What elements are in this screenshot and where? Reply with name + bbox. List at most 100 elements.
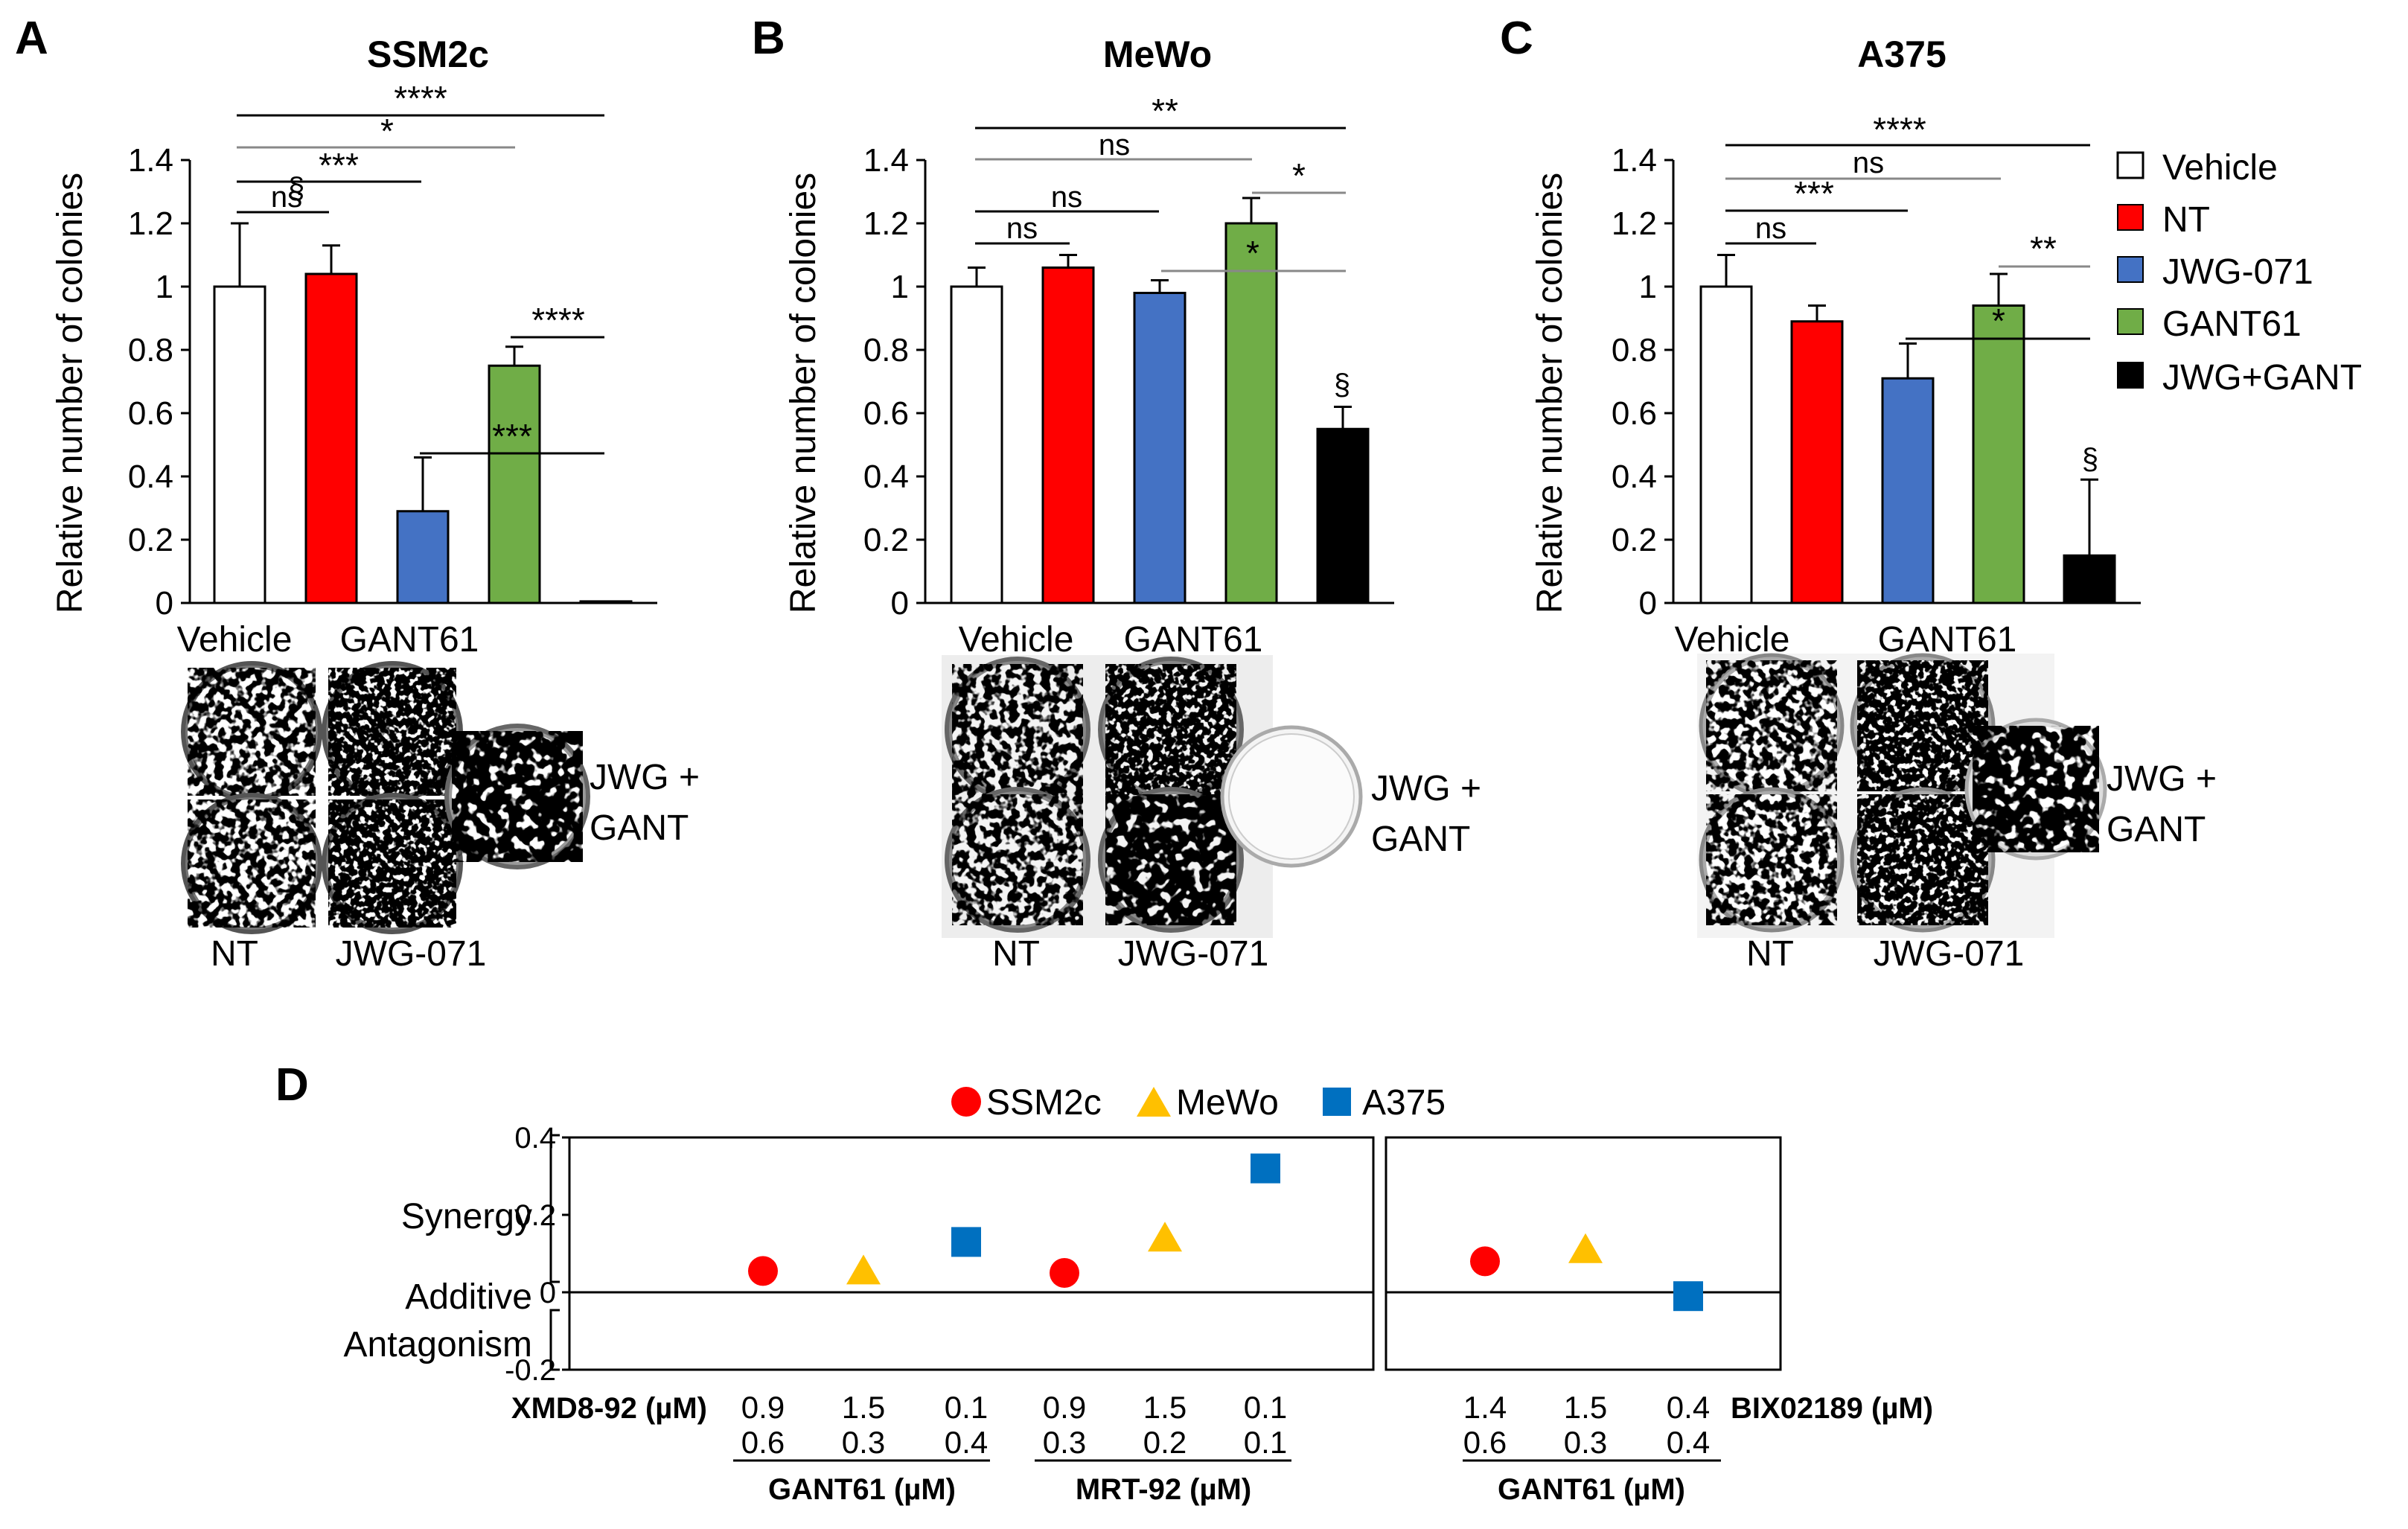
- panel-d-row2-value: 0.6: [1463, 1425, 1507, 1460]
- panel-a-y-tick-label: 1.2: [128, 205, 173, 242]
- panel-d-point-mewo: [1148, 1222, 1182, 1252]
- panel-b-bars: [950, 222, 1370, 604]
- panel-a-sig-6: ***: [492, 417, 532, 456]
- legend-label-jwg071: JWG-071: [2162, 252, 2313, 292]
- panel-d-point-mewo: [846, 1254, 881, 1285]
- legend-swatch-gant61: [2117, 308, 2144, 335]
- panel-c-label-jwg-gant-2: GANT: [2107, 810, 2206, 849]
- panel-d-gant61-label-right: GANT61 (µM): [1498, 1473, 1685, 1506]
- panel-b-sig-1: **: [1152, 92, 1178, 130]
- panel-a-y-tick-label: 0.6: [128, 395, 173, 432]
- panel-d-row1-value: 0.4: [1667, 1390, 1710, 1425]
- panel-a-bar-nt: [304, 272, 358, 604]
- panel-b-bar-vehicle: [950, 285, 1003, 604]
- panel-d-label-antagonism: Antagonism: [344, 1325, 532, 1364]
- panel-c-y-tick-label: 0.2: [1612, 522, 1657, 558]
- panel-a-letter: A: [15, 13, 48, 64]
- panel-d-mrt92-label: MRT-92 (µM): [1076, 1473, 1251, 1506]
- panel-c-bar-jwg-gant: [2063, 554, 2116, 604]
- panel-a-colony-plates: [181, 661, 590, 934]
- panel-d-letter: D: [275, 1059, 309, 1111]
- panel-d-row2-value: 0.3: [1043, 1425, 1086, 1460]
- panel-d-y-tick-label: 0: [540, 1277, 556, 1309]
- legend-treatments: Vehicle NT JWG-071 GANT61 JWG+GANT: [2116, 148, 2362, 398]
- panel-d-row1-value: 0.1: [1244, 1390, 1287, 1425]
- panel-c-sig-6: *: [1992, 301, 2005, 340]
- panel-d-legend: SSM2c MeWo A375: [951, 1083, 1446, 1123]
- panel-a-y-axis-label: Relative number of colonies: [51, 173, 90, 613]
- panel-d-gant61-label-left: GANT61 (µM): [768, 1473, 956, 1506]
- panel-c: C A375 Relative number of colonies 00.20…: [1500, 13, 2217, 974]
- panel-c-y-ticks: 0 0.2 0.4 0.6 0.8 1 1.2 1.4: [1612, 142, 1673, 622]
- panel-d-point-a375: [951, 1227, 981, 1257]
- panel-b-label-nt: NT: [992, 934, 1040, 974]
- panel-d-row1-value: 0.9: [741, 1390, 785, 1425]
- panel-c-y-tick-label: 1.2: [1612, 205, 1657, 242]
- panel-d-row1-value: 1.5: [1143, 1390, 1187, 1425]
- panel-b: B MeWo Relative number of colonies 00.20…: [752, 13, 1481, 974]
- panel-c-error-bars: [1717, 254, 2098, 556]
- panel-a-bar-gant61: [488, 364, 541, 604]
- panel-b-colony-plates: [945, 657, 1363, 933]
- panel-a-sig-section: §: [288, 172, 304, 205]
- panel-d-xmd8-label: XMD8-92 (µM): [511, 1392, 707, 1425]
- panel-b-y-tick-label: 1.4: [863, 142, 909, 179]
- panel-a: A SSM2c Relative number of colonies 0 0.2…: [15, 13, 700, 974]
- panel-c-sig-4: ns: [1755, 212, 1786, 245]
- panel-c-y-tick-label: 0.6: [1612, 395, 1657, 432]
- panel-c-sig-section: §: [2082, 443, 2098, 476]
- panel-a-bar-jwg-071: [396, 510, 450, 604]
- legend-label-gant61: GANT61: [2162, 304, 2302, 344]
- panel-d-row2-value: 0.3: [842, 1425, 885, 1460]
- panel-c-y-tick-label: 0.8: [1612, 332, 1657, 368]
- panel-d-point-ssm2c: [1050, 1258, 1079, 1288]
- panel-c-bar-jwg-071: [1881, 377, 1935, 604]
- panel-d-label-additive: Additive: [405, 1277, 532, 1317]
- legend-label-vehicle: Vehicle: [2162, 148, 2278, 188]
- panel-c-y-tick-label: 0.4: [1612, 459, 1657, 495]
- panel-b-sig-2: ns: [1099, 129, 1130, 162]
- panel-a-sig-2: *: [380, 112, 394, 150]
- panel-b-letter: B: [752, 13, 785, 64]
- panel-b-bar-jwg-071: [1133, 292, 1187, 604]
- panel-b-bar-jwg-gant: [1316, 427, 1370, 604]
- panel-b-sig-6: *: [1246, 234, 1259, 272]
- panel-d-row1-value: 1.5: [1564, 1390, 1607, 1425]
- panel-d-row2-value: 0.4: [1667, 1425, 1710, 1460]
- panel-c-bar-vehicle: [1699, 285, 1753, 604]
- panel-b-y-tick-label: 0: [891, 585, 909, 622]
- legend-label-a375: A375: [1362, 1083, 1446, 1123]
- panel-a-y-tick-label: 0.4: [128, 459, 173, 495]
- panel-a-y-tick-label: 1.4: [128, 142, 173, 179]
- panel-a-sig-3: ***: [319, 146, 359, 185]
- panel-c-label-jwg071: JWG-071: [1874, 934, 2025, 974]
- panel-a-label-gant61: GANT61: [340, 620, 479, 660]
- panel-d-point-a375: [1673, 1281, 1703, 1312]
- panel-c-sig-1: ****: [1873, 110, 1926, 149]
- panel-b-label-gant61: GANT61: [1124, 620, 1263, 660]
- panel-a-y-tick-label: 1: [156, 269, 173, 305]
- panel-c-label-vehicle: Vehicle: [1675, 620, 1790, 660]
- panel-a-label-nt: NT: [211, 934, 258, 974]
- panel-d-label-synergy: Synergy: [401, 1197, 532, 1236]
- panel-d-row2-value: 0.2: [1143, 1425, 1187, 1460]
- panel-d-row2-value: 0.3: [1564, 1425, 1607, 1460]
- panel-a-y-tick-label: 0.2: [128, 522, 173, 558]
- panel-c-y-tick-label: 1.4: [1612, 142, 1657, 179]
- panel-d-row1-value: 1.4: [1463, 1390, 1507, 1425]
- panel-d-bix-label: BIX02189 (µM): [1731, 1392, 1933, 1425]
- panel-c-bars: [1699, 285, 2116, 604]
- panel-a-y-tick-label: 0.8: [128, 332, 173, 368]
- panel-c-sig-5: **: [2030, 229, 2057, 268]
- panel-c-y-tick-label: 1: [1639, 269, 1657, 305]
- panel-b-sig-section: §: [1334, 368, 1350, 401]
- panel-c-y-axis-label: Relative number of colonies: [1530, 173, 1570, 613]
- panel-b-y-axis-label: Relative number of colonies: [784, 173, 823, 613]
- panel-b-error-bars: [968, 197, 1352, 430]
- panel-d-y-ticks: -0.2 0 0.2 0.4: [505, 1122, 569, 1387]
- panel-b-bar-nt: [1041, 266, 1095, 604]
- panel-b-label-jwg071: JWG-071: [1118, 934, 1269, 974]
- panel-b-label-jwg-gant-1: JWG +: [1371, 769, 1481, 808]
- legend-swatch-nt: [2117, 204, 2144, 231]
